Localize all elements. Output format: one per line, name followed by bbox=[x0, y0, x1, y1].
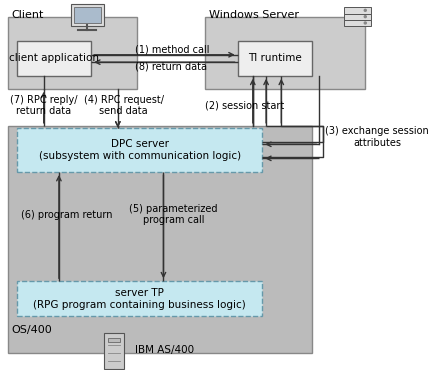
Text: server TP
(RPG program containing business logic): server TP (RPG program containing busine… bbox=[33, 288, 246, 310]
Text: DPC server
(subsystem with communication logic): DPC server (subsystem with communication… bbox=[39, 139, 240, 161]
Text: (1) method call: (1) method call bbox=[135, 45, 209, 55]
Text: Windows Server: Windows Server bbox=[209, 10, 299, 20]
Circle shape bbox=[363, 16, 365, 18]
FancyBboxPatch shape bbox=[17, 128, 262, 172]
FancyBboxPatch shape bbox=[70, 4, 104, 26]
Text: Client: Client bbox=[11, 10, 44, 20]
FancyBboxPatch shape bbox=[108, 337, 120, 342]
FancyBboxPatch shape bbox=[343, 20, 370, 26]
Circle shape bbox=[363, 9, 365, 11]
Text: IBM AS/400: IBM AS/400 bbox=[135, 344, 194, 355]
FancyBboxPatch shape bbox=[7, 17, 137, 89]
FancyBboxPatch shape bbox=[205, 17, 364, 89]
FancyBboxPatch shape bbox=[17, 281, 262, 316]
Text: client application: client application bbox=[9, 53, 99, 63]
Text: (6) program return: (6) program return bbox=[21, 209, 112, 220]
Text: (4) RPC request/
send data: (4) RPC request/ send data bbox=[83, 95, 163, 116]
Text: (2) session start: (2) session start bbox=[205, 100, 284, 111]
FancyBboxPatch shape bbox=[237, 41, 311, 76]
FancyBboxPatch shape bbox=[104, 333, 124, 369]
FancyBboxPatch shape bbox=[17, 41, 91, 76]
Text: (8) return data: (8) return data bbox=[135, 61, 207, 72]
FancyBboxPatch shape bbox=[343, 14, 370, 20]
FancyBboxPatch shape bbox=[73, 7, 101, 23]
Circle shape bbox=[363, 22, 365, 24]
Text: TI runtime: TI runtime bbox=[247, 53, 301, 63]
Text: (5) parameterized
program call: (5) parameterized program call bbox=[129, 204, 217, 225]
Text: (7) RPC reply/
return data: (7) RPC reply/ return data bbox=[10, 95, 77, 116]
FancyBboxPatch shape bbox=[343, 7, 370, 14]
Text: (3) exchange session
attributes: (3) exchange session attributes bbox=[324, 126, 428, 148]
FancyBboxPatch shape bbox=[7, 126, 311, 353]
Text: OS/400: OS/400 bbox=[11, 325, 52, 335]
